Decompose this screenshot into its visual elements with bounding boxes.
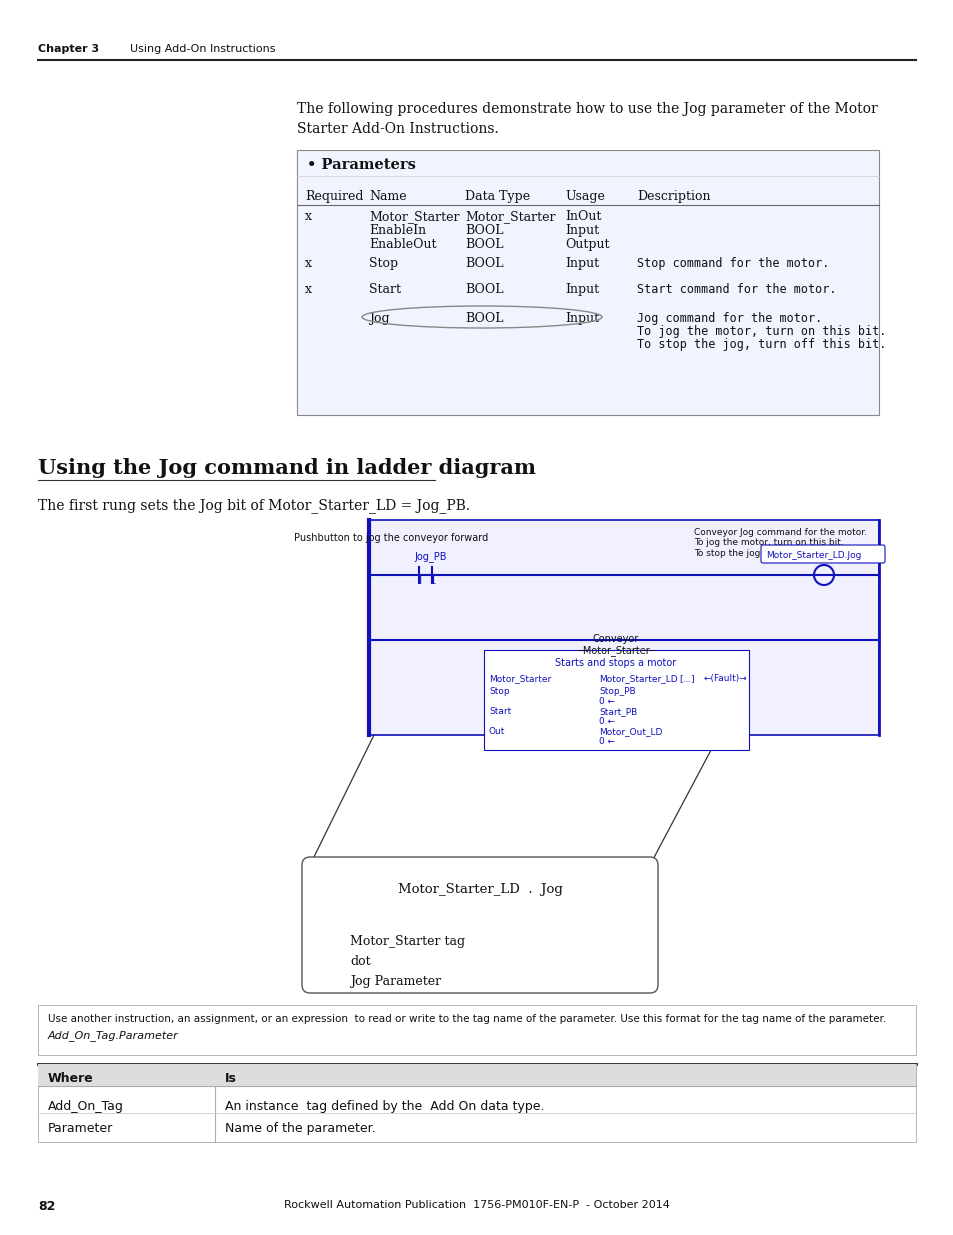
Text: Using Add-On Instructions: Using Add-On Instructions xyxy=(130,44,275,54)
Bar xyxy=(38,1065,915,1086)
Text: Starts and stops a motor: Starts and stops a motor xyxy=(555,658,676,668)
Text: 82: 82 xyxy=(38,1200,55,1213)
Text: Stop: Stop xyxy=(369,257,397,270)
Text: Input: Input xyxy=(564,257,598,270)
Text: Start_PB: Start_PB xyxy=(598,706,637,716)
Text: Motor_Starter: Motor_Starter xyxy=(369,210,459,224)
Bar xyxy=(38,1065,915,1142)
Text: Where: Where xyxy=(48,1072,93,1086)
Text: Jog Parameter: Jog Parameter xyxy=(350,974,440,988)
Text: • Parameters: • Parameters xyxy=(307,158,416,172)
Text: Jog_PB: Jog_PB xyxy=(414,551,446,562)
Text: Description: Description xyxy=(637,190,710,203)
Text: BOOL: BOOL xyxy=(464,238,503,251)
Text: Usage: Usage xyxy=(564,190,604,203)
Text: Name: Name xyxy=(369,190,406,203)
Text: The first rung sets the Jog bit of Motor_Starter_LD = Jog_PB.: The first rung sets the Jog bit of Motor… xyxy=(38,498,470,513)
Text: Starter Add-On Instructions.: Starter Add-On Instructions. xyxy=(296,122,498,136)
Text: Out: Out xyxy=(489,727,505,736)
Text: Required: Required xyxy=(305,190,363,203)
Text: Input: Input xyxy=(564,224,598,237)
Text: Motor_Starter: Motor_Starter xyxy=(464,210,555,224)
Text: Use another instruction, an assignment, or an expression  to read or write to th: Use another instruction, an assignment, … xyxy=(48,1014,885,1024)
Text: Stop_PB: Stop_PB xyxy=(598,687,635,697)
Text: [...]: [...] xyxy=(679,674,694,683)
Text: Conveyor: Conveyor xyxy=(592,634,639,643)
Text: To stop the jog, turn off this bit.: To stop the jog, turn off this bit. xyxy=(637,338,885,351)
Text: InOut: InOut xyxy=(564,210,600,224)
Text: BOOL: BOOL xyxy=(464,312,503,325)
Text: Jog command for the motor.: Jog command for the motor. xyxy=(637,312,821,325)
Bar xyxy=(38,1005,915,1055)
Text: Chapter 3: Chapter 3 xyxy=(38,44,99,54)
Text: To jog the motor, turn on this bit.: To jog the motor, turn on this bit. xyxy=(637,325,885,338)
Text: Motor_Starter tag: Motor_Starter tag xyxy=(350,935,465,948)
Text: x: x xyxy=(305,283,312,296)
Text: 0 ←: 0 ← xyxy=(598,737,615,746)
Text: 0 ←: 0 ← xyxy=(598,718,615,726)
Text: Motor_Out_LD: Motor_Out_LD xyxy=(598,727,661,736)
Bar xyxy=(369,520,878,735)
Text: BOOL: BOOL xyxy=(464,283,503,296)
Text: The following procedures demonstrate how to use the Jog parameter of the Motor: The following procedures demonstrate how… xyxy=(296,103,877,116)
Text: Add_On_Tag: Add_On_Tag xyxy=(48,1100,124,1113)
Text: Start command for the motor.: Start command for the motor. xyxy=(637,283,836,296)
Text: Conveyor Jog command for the motor.
To jog the motor, turn on this bit.
To stop : Conveyor Jog command for the motor. To j… xyxy=(693,529,866,558)
Text: x: x xyxy=(305,210,312,224)
Text: ─Motor_Starter─: ─Motor_Starter─ xyxy=(576,645,655,656)
Text: BOOL: BOOL xyxy=(464,257,503,270)
Text: Rockwell Automation Publication  1756-PM010F-EN-P  - October 2014: Rockwell Automation Publication 1756-PM0… xyxy=(284,1200,669,1210)
Text: Data Type: Data Type xyxy=(464,190,530,203)
Text: Using the Jog command in ladder diagram: Using the Jog command in ladder diagram xyxy=(38,458,536,478)
Text: dot: dot xyxy=(350,955,370,968)
FancyBboxPatch shape xyxy=(760,545,884,563)
Text: Input: Input xyxy=(564,283,598,296)
Text: Start: Start xyxy=(489,706,511,716)
Text: Input: Input xyxy=(564,312,598,325)
Text: Name of the parameter.: Name of the parameter. xyxy=(225,1123,375,1135)
Text: An instance  tag defined by the  Add On data type.: An instance tag defined by the Add On da… xyxy=(225,1100,544,1113)
Text: EnableOut: EnableOut xyxy=(369,238,436,251)
Text: x: x xyxy=(305,257,312,270)
Bar xyxy=(483,650,748,750)
Text: 0 ←: 0 ← xyxy=(598,697,615,706)
Text: Stop command for the motor.: Stop command for the motor. xyxy=(637,257,828,270)
FancyBboxPatch shape xyxy=(302,857,658,993)
Text: Output: Output xyxy=(564,238,609,251)
Text: ←(Fault)→: ←(Fault)→ xyxy=(703,674,747,683)
Text: Motor_Starter_LD.Jog: Motor_Starter_LD.Jog xyxy=(765,551,861,559)
Text: BOOL: BOOL xyxy=(464,224,503,237)
Text: Motor_Starter: Motor_Starter xyxy=(489,674,551,683)
Text: ] [: ] [ xyxy=(416,573,436,583)
Text: Pushbutton to jog the conveyor forward: Pushbutton to jog the conveyor forward xyxy=(294,534,488,543)
Text: Start: Start xyxy=(369,283,400,296)
Text: Motor_Starter_LD  .  Jog: Motor_Starter_LD . Jog xyxy=(397,883,562,897)
Text: Parameter: Parameter xyxy=(48,1123,113,1135)
Bar xyxy=(296,149,878,415)
Text: Motor_Starter_LD: Motor_Starter_LD xyxy=(598,674,677,683)
Text: Is: Is xyxy=(225,1072,236,1086)
Text: Stop: Stop xyxy=(489,687,509,697)
Text: Jog: Jog xyxy=(369,312,389,325)
Text: EnableIn: EnableIn xyxy=(369,224,426,237)
Text: Add_On_Tag.Parameter: Add_On_Tag.Parameter xyxy=(48,1030,178,1041)
